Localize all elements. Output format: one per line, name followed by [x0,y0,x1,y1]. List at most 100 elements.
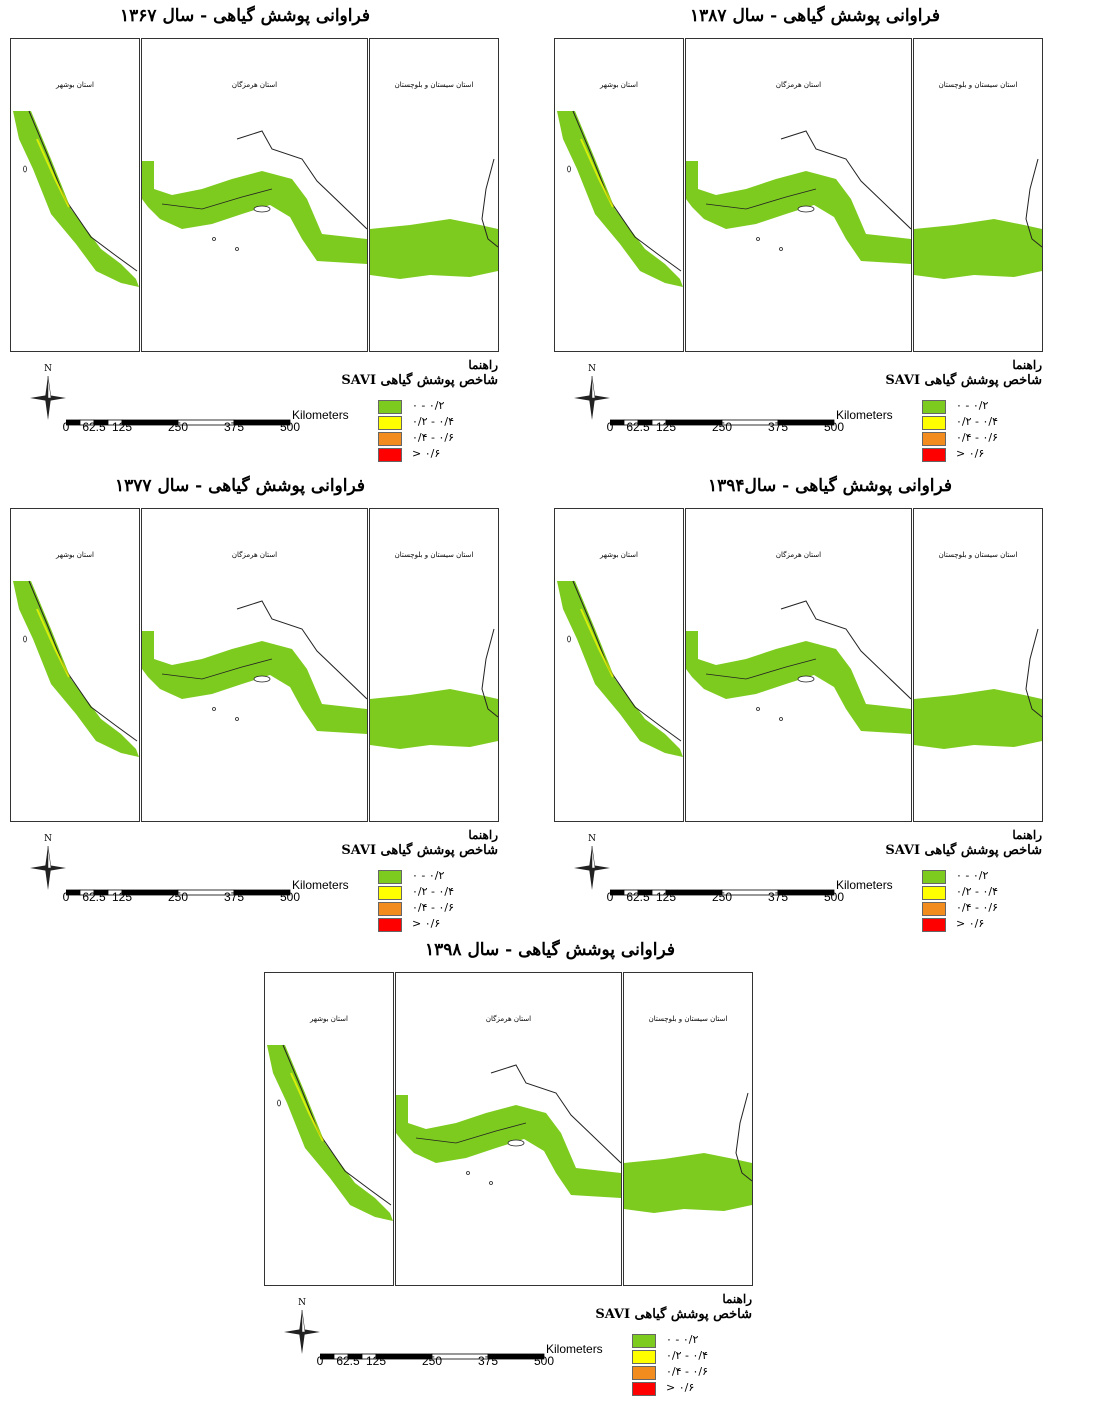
map-frame-bushehr: استان بوشهر [554,38,684,352]
legend-item: > ۰/۶ [378,447,498,462]
north-arrow-letter: N [44,834,52,844]
map-drawing [267,1044,393,1221]
legend-swatch [632,1334,656,1348]
legend-title: راهنما [468,358,498,372]
province-label: استان هرمزگان [775,551,822,559]
legend-title: راهنما [722,1292,752,1306]
legend-item: > ۰/۶ [922,447,1042,462]
legend-item-label: ۰/۲ - ۰/۴ [956,885,999,898]
legend-item-label: > ۰/۶ [666,1381,695,1394]
scale-ticks: 0 62.5 125 250 375 500 [316,1354,554,1368]
scale-tick-label: 250 [421,1354,443,1368]
vegetation-area [13,581,139,757]
map-frame-sistan: استان سیستان و بلوچستان [623,972,753,1286]
map-title: فراوانی پوشش گیاهی - سال ۱۳۹۸ [425,940,675,960]
legend-item-label: ۰/۲ - ۰/۴ [666,1349,709,1362]
province-label: استان سیستان و بلوچستان [394,551,474,559]
legend-item: ۰ - ۰/۲ [922,399,1042,414]
legend-item: ۰ - ۰/۲ [378,869,498,884]
legend-item-label: ۰/۲ - ۰/۴ [412,415,455,428]
legend-item-label: ۰/۲ - ۰/۴ [956,415,999,428]
legend-index-label: شاخص پوشش گیاهی SAVI [885,373,1042,388]
map-drawing [370,158,498,279]
vegetation-area [914,689,1042,749]
scale-tick-label: 62.5 [82,890,106,904]
scale-tick-label: 375 [767,890,789,904]
map-drawing [557,110,683,287]
map-drawing [142,130,367,264]
vegetation-area [142,161,367,264]
legend-swatch [378,902,402,916]
vegetation-area [370,219,498,279]
map-frame-hormozgan: استان هرمزگان [395,972,622,1286]
province-label: استان سیستان و بلوچستان [648,1015,728,1023]
north-arrow-letter: N [588,364,596,374]
map-drawing [13,580,139,757]
legend-item-label: ۰/۴ - ۰/۶ [956,901,999,914]
vegetation-area [370,689,498,749]
legend-item-label: ۰ - ۰/۲ [412,399,445,412]
legend-item-label: ۰ - ۰/۲ [956,869,989,882]
legend-swatch [922,886,946,900]
province-label: استان هرمزگان [231,81,278,89]
scale-unit: Kilometers [836,878,893,892]
scale-ticks: 0 62.5 125 250 375 500 [607,890,844,904]
legend-item-label: > ۰/۶ [956,447,985,460]
legend-item: ۰ - ۰/۲ [632,1333,752,1348]
scale-bar: Kilometers 0 62.5 125 250 375 500 [607,408,910,442]
vegetation-area [686,161,911,264]
legend-item-label: ۰ - ۰/۲ [666,1333,699,1346]
scale-tick-label: 375 [223,890,245,904]
map-drawing [396,1064,621,1198]
scale-tick-label: 0 [62,420,70,434]
scale-ticks: 0 62.5 125 250 375 500 [62,420,300,434]
map-drawing [914,628,1042,749]
legend-item: ۰/۲ - ۰/۴ [922,885,1042,900]
scale-tick-label: 375 [477,1354,499,1368]
map-drawing [624,1092,752,1213]
map-frame-hormozgan: استان هرمزگان [141,508,368,822]
north-arrow-icon: N [28,834,68,890]
province-label: استان بوشهر [600,551,638,559]
legend-swatch [632,1350,656,1364]
scale-tick-label: 500 [823,420,845,434]
legend-index-label: شاخص پوشش گیاهی SAVI [341,373,498,388]
scale-bar: Kilometers 0 62.5 125 250 375 500 [607,878,910,912]
map-drawing [914,158,1042,279]
legend-item-label: ۰/۴ - ۰/۶ [412,901,455,914]
map-title: فراوانی پوشش گیاهی - سال۱۳۹۴ [707,476,953,496]
scale-tick-label: 500 [279,420,301,434]
province-label: استان بوشهر [56,81,94,89]
legend-title: راهنما [468,828,498,842]
scale-tick-label: 250 [711,420,733,434]
legend-item: > ۰/۶ [378,917,498,932]
scale-tick-label: 62.5 [626,420,650,434]
scale-tick-label: 125 [111,890,133,904]
scale-bar: Kilometers 0 62.5 125 250 375 500 [62,408,366,442]
scale-unit: Kilometers [292,878,349,892]
scale-tick-label: 125 [111,420,133,434]
scale-tick-label: 0 [316,1354,324,1368]
north-arrow-icon: N [28,364,68,420]
legend-item-label: ۰/۴ - ۰/۶ [956,431,999,444]
legend-swatch [922,870,946,884]
legend-swatch [378,448,402,462]
map-drawing [686,600,911,734]
map-frame-hormozgan: استان هرمزگان [685,38,912,352]
legend-item: > ۰/۶ [632,1381,752,1396]
scale-tick-label: 62.5 [626,890,650,904]
legend-item-label: > ۰/۶ [956,917,985,930]
legend-swatch [922,902,946,916]
scale-unit: Kilometers [292,408,349,422]
map-frame-sistan: استان سیستان و بلوچستان [913,38,1043,352]
legend-item-label: ۰/۴ - ۰/۶ [666,1365,709,1378]
scale-tick-label: 62.5 [336,1354,360,1368]
north-arrow-icon: N [282,1298,322,1354]
legend-title: راهنما [1012,828,1042,842]
legend: راهنما شاخص پوشش گیاهی SAVI ۰ - ۰/۲ ۰/۲ - ۰… [862,828,1042,943]
legend-swatch [922,432,946,446]
legend: راهنما شاخص پوشش گیاهی SAVI ۰ - ۰/۲ ۰/۲ - ۰… [572,1292,752,1407]
legend-swatch [922,448,946,462]
legend: راهنما شاخص پوشش گیاهی SAVI ۰ - ۰/۲ ۰/۲ - ۰… [318,358,498,473]
map-drawing [142,600,367,734]
